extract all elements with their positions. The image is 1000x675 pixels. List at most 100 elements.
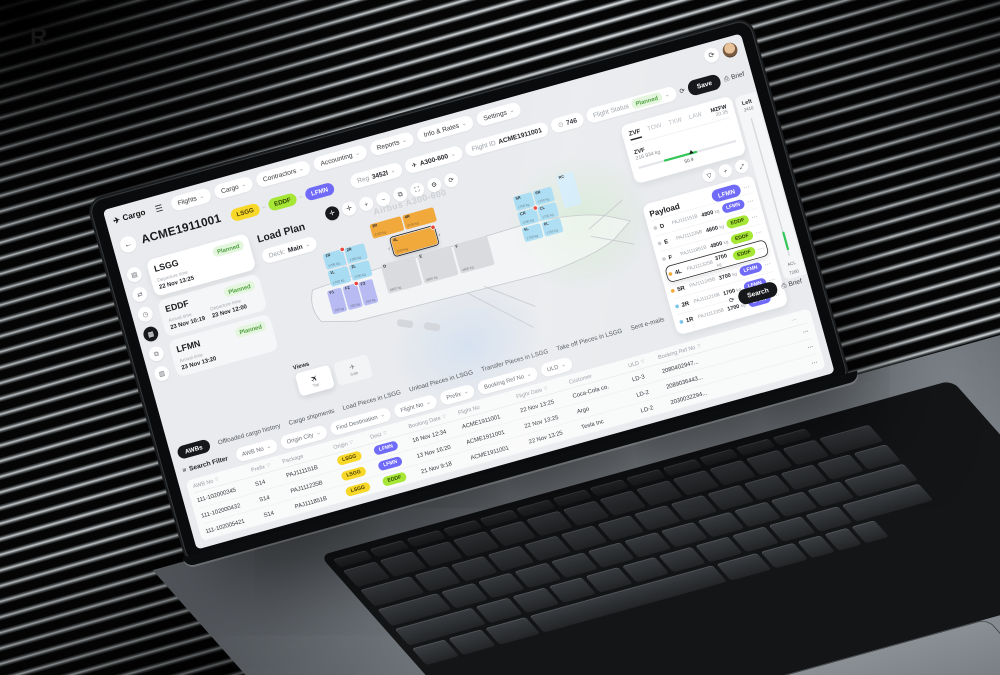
- col-[interactable]: ⋯: [790, 313, 806, 323]
- add-payload-icon[interactable]: +: [717, 162, 734, 179]
- brief-label: Brief: [787, 277, 803, 288]
- payload-position: F: [667, 253, 673, 261]
- move-tool-icon[interactable]: ✛: [340, 200, 358, 218]
- chevron-down-icon: ⌄: [401, 136, 408, 144]
- transfer-icon[interactable]: ⇄: [130, 285, 149, 304]
- brief-label: Brief: [730, 70, 746, 81]
- brief-button[interactable]: ⎙ Brief: [780, 277, 803, 290]
- refresh-icon[interactable]: ⟳: [728, 295, 736, 304]
- pan-tool-icon[interactable]: ✛: [323, 204, 341, 222]
- more-dots-icon[interactable]: ⋯: [754, 227, 764, 237]
- baggage-icon[interactable]: ▥: [152, 364, 171, 383]
- cell-badge-lsgg: LSGG: [344, 481, 372, 498]
- nav-item-label: Info & Rates: [422, 121, 460, 139]
- filter-label: Prefix: [445, 390, 462, 401]
- load-plan-icon[interactable]: ▦: [141, 324, 160, 344]
- payload-dot: [661, 256, 667, 262]
- brand-mark: R: [30, 24, 48, 51]
- filter-label: Origin City: [285, 431, 315, 445]
- deck-cell-weight: 700 kg: [349, 301, 361, 308]
- flight-id-label: Flight ID: [470, 138, 497, 153]
- brief-button[interactable]: ⎙ Brief: [723, 70, 746, 83]
- column-filter-icon[interactable]: ▽: [214, 477, 220, 483]
- reg-label: Reg: [356, 174, 371, 185]
- prev-position-icon[interactable]: ‹: [387, 244, 391, 252]
- row-menu-icon[interactable]: ⋯: [802, 327, 811, 336]
- gauge-tick: ACL: [787, 261, 797, 268]
- aircraft-select[interactable]: ✈ A300-600 ⌄: [403, 144, 464, 175]
- column-label: ⋯: [790, 315, 798, 324]
- back-button[interactable]: ←: [118, 234, 139, 255]
- payload-weight: 3700 kg: [717, 271, 738, 282]
- chevron-down-icon: ⌄: [460, 119, 468, 128]
- sync-icon[interactable]: ⟳: [702, 46, 721, 65]
- chevron-down-icon: ⌄: [354, 149, 361, 157]
- documents-icon[interactable]: ▤: [125, 265, 144, 284]
- row-menu-icon[interactable]: ⋯: [810, 358, 819, 367]
- filter-label: Flight No: [399, 400, 425, 414]
- app-window: ✈ Cargo ☰ Flights ⌄ Cargo ⌄ Contractors ⌄ Acco…: [103, 33, 835, 549]
- history-icon[interactable]: ◷: [136, 305, 155, 324]
- refresh-icon[interactable]: ⟳: [678, 86, 686, 95]
- payload-position: E: [663, 237, 669, 246]
- cell-badge-eddf: EDDF: [381, 471, 408, 487]
- refresh-icon[interactable]: ⟳: [442, 171, 460, 189]
- filter-sliders-icon: ≡: [180, 467, 189, 473]
- expand-icon[interactable]: ⤢: [733, 158, 750, 175]
- deck-cell-label: 5L: [523, 227, 530, 233]
- deck-cell-label: 6L: [543, 221, 550, 228]
- more-dots-icon[interactable]: ⋯: [763, 259, 773, 269]
- payload-weight: 4800 kg: [705, 223, 725, 234]
- avatar[interactable]: [721, 41, 740, 60]
- column-label: Origin: [332, 439, 349, 451]
- copy-icon[interactable]: ⧉: [147, 344, 166, 363]
- filter-funnel-icon[interactable]: ▽: [700, 167, 718, 184]
- load-plan-canvas[interactable]: ✛ ✛ + − ⧉ ⛶ ⚙ ⟳ Airbus A300-600 1R 1700 kg 2R 1700…: [250, 127, 668, 406]
- chevron-down-icon: ⌄: [663, 90, 671, 99]
- column-label: Prefix: [250, 462, 266, 473]
- column-filter-icon[interactable]: ▽: [441, 414, 447, 420]
- column-filter-icon[interactable]: ▽: [543, 385, 548, 392]
- row-menu-icon[interactable]: ⋯: [806, 342, 815, 352]
- more-dots-icon[interactable]: ⋯: [750, 212, 760, 222]
- column-filter-icon[interactable]: ▽: [349, 439, 354, 445]
- cell-uld: LD-2: [639, 404, 654, 414]
- payload-position: D: [659, 222, 665, 230]
- counter-value: 746: [565, 116, 578, 127]
- more-dots-icon[interactable]: ⋯: [742, 182, 752, 192]
- column-filter-icon[interactable]: ▽: [696, 343, 702, 349]
- deck-cell-label: F3: [360, 281, 366, 288]
- column-filter-icon[interactable]: ▽: [266, 462, 271, 468]
- more-dots-icon[interactable]: ⋯: [756, 243, 766, 253]
- chevron-down-icon: ⌄: [389, 166, 397, 175]
- weights-tab-txw[interactable]: TXW: [667, 115, 683, 127]
- gauge-label: Left: [741, 97, 753, 107]
- filter-label: AWB No: [241, 444, 265, 458]
- view-thumb-label: Side: [349, 370, 359, 378]
- nav-item-label: Reports: [375, 138, 401, 152]
- column-filter-icon[interactable]: ▽: [640, 359, 645, 365]
- reg-select[interactable]: Reg 3452I ⌄: [348, 161, 404, 190]
- route-badge-eddf: EDDF: [266, 191, 298, 212]
- menu-burger-icon[interactable]: ☰: [153, 202, 165, 215]
- more-dots-icon[interactable]: ⋯: [746, 196, 756, 206]
- deck-cell-label: 1L: [329, 270, 336, 276]
- payload-dot: [670, 288, 676, 294]
- plane-top-view-icon: ✈: [307, 372, 321, 384]
- deck-cell-label: RC: [558, 174, 565, 181]
- counter-pill[interactable]: ⊙ 746: [549, 111, 586, 135]
- deck-cell-label: 6R: [535, 190, 542, 196]
- route-badge-lsgg: LSGG: [229, 202, 261, 222]
- weights-tab-tow[interactable]: TOW: [646, 121, 663, 133]
- weights-tab-law[interactable]: LAW: [687, 109, 703, 121]
- nav-item-label: Accounting: [319, 151, 354, 168]
- weights-tab-zvf[interactable]: ZVF: [627, 127, 643, 141]
- route-dash: –: [298, 192, 304, 201]
- chevron-down-icon: ⌄: [508, 106, 515, 115]
- nav-item-label: Cargo: [220, 182, 240, 195]
- laptop-screen: ✈ Cargo ☰ Flights ⌄ Cargo ⌄ Contractors ⌄ Acco…: [102, 33, 835, 550]
- save-button[interactable]: Save: [686, 72, 723, 97]
- column-filter-icon[interactable]: ▽: [382, 430, 388, 436]
- payload-awb: PAJ111325B: [686, 259, 714, 272]
- app-logo[interactable]: ✈ Cargo: [112, 208, 146, 226]
